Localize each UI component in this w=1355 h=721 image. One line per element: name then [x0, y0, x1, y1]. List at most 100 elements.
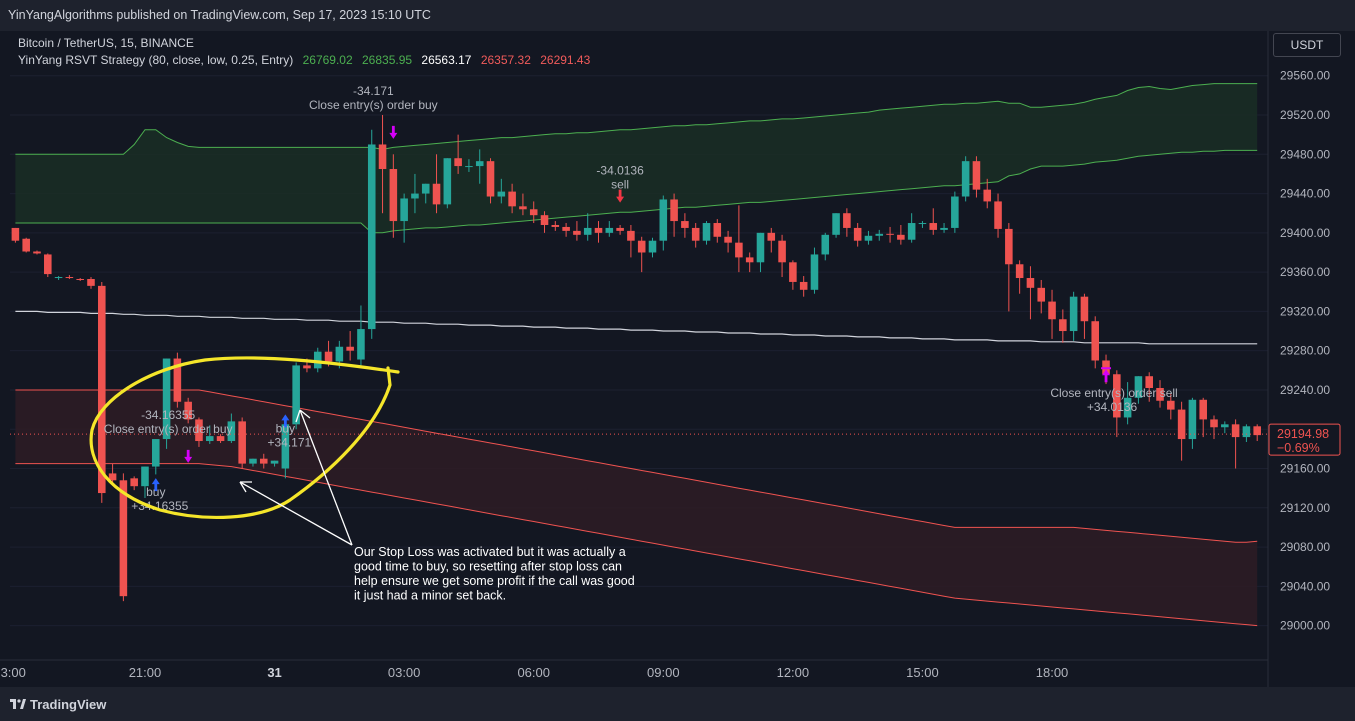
trade-label: Close entry(s) order sell [1050, 386, 1177, 400]
candle-body [907, 223, 916, 240]
indicator-value-1: 26769.02 [302, 53, 353, 67]
candle-body [151, 439, 160, 467]
y-tick-label: 29080.00 [1280, 540, 1330, 554]
trade-label: Close entry(s) order buy [309, 98, 438, 112]
candle-body [1145, 376, 1153, 388]
publish-info: YinYangAlgorithms published on TradingVi… [8, 8, 431, 22]
publish-bar [0, 0, 1355, 31]
y-tick-label: 29280.00 [1280, 344, 1330, 358]
candle-body [238, 421, 246, 464]
candle-body [648, 240, 657, 253]
candle-body [1188, 399, 1197, 440]
candle-body [1113, 374, 1121, 418]
y-tick-label: 29520.00 [1280, 108, 1330, 122]
x-tick-label: 06:00 [517, 665, 550, 680]
candle-body [583, 227, 592, 235]
candle-body [735, 242, 743, 258]
candle-body [465, 166, 473, 168]
candle-body [98, 285, 106, 494]
y-tick-label: 29040.00 [1280, 579, 1330, 593]
candle-body [1037, 287, 1046, 302]
candle-body [767, 232, 776, 241]
trade-label: buy [146, 485, 165, 499]
lower-band-fill [15, 390, 1258, 626]
candle-body [1167, 400, 1175, 410]
candle-body [972, 161, 981, 190]
candle-body [983, 189, 992, 202]
candle-body [87, 278, 95, 286]
x-tick-label: 21:00 [129, 665, 162, 680]
candle-body [605, 227, 614, 233]
candle-body [832, 213, 840, 235]
close-arrow-bar [1101, 367, 1112, 370]
annotation: Our Stop Loss was activated but it was a… [89, 356, 635, 603]
indicator-legend[interactable]: YinYang RSVT Strategy (80, close, low, 0… [18, 53, 596, 67]
candle-body [65, 277, 74, 279]
candle-body [799, 281, 808, 290]
current-change-label: −0.69% [1277, 441, 1320, 455]
candle-body [335, 346, 344, 362]
candle-body [54, 277, 63, 279]
y-tick-label: 29000.00 [1280, 619, 1330, 633]
axes: 29560.00 29520.00 29480.00 29440.00 29400.00… [0, 31, 1341, 687]
candle-body [616, 227, 624, 231]
candle-body [486, 161, 495, 197]
buy-arrow-icon [151, 478, 160, 492]
candle-body [400, 198, 408, 222]
candle-body [951, 196, 959, 228]
candle-body [259, 458, 268, 464]
annotation-text-line: it just had a minor set back. [354, 589, 506, 603]
lower-band-top-line [15, 389, 1258, 543]
indicator-value-2: 26835.95 [362, 53, 413, 67]
candle-body [702, 223, 711, 241]
y-tick-label: 29160.00 [1280, 462, 1330, 476]
candle-body [389, 169, 398, 222]
annotation-loop [89, 356, 400, 520]
currency-button[interactable]: USDT [1273, 33, 1341, 57]
annotation-arrow-line [299, 409, 353, 546]
candle-body [130, 478, 138, 487]
candle-body [432, 183, 441, 205]
candle-body [1210, 419, 1218, 428]
candle-body [303, 365, 311, 369]
candle-body [1059, 319, 1067, 332]
indicator-name: YinYang RSVT Strategy (80, close, low, 0… [18, 53, 294, 67]
lower-band-bottom-line [15, 463, 1258, 627]
candle-body [745, 257, 754, 263]
candle-body [313, 351, 322, 369]
trade-value: +34.0136 [1087, 400, 1138, 414]
indicator-value-3: 26563.17 [421, 53, 472, 67]
candle-body [594, 227, 603, 233]
annotation-arrow-head [295, 409, 311, 423]
candle-body [162, 358, 171, 440]
y-tick-label: 29120.00 [1280, 501, 1330, 515]
sell-arrow-icon [616, 189, 625, 203]
annotation-text-line: Our Stop Loss was activated but it was a… [354, 545, 626, 559]
candle-body [551, 224, 560, 227]
candle-body [454, 158, 462, 167]
candle-body [421, 183, 430, 194]
candle-body [497, 191, 506, 197]
candle-body [918, 223, 927, 225]
annotation-text-line: help ensure we get some profit if the ca… [354, 574, 635, 588]
candle-body [1080, 296, 1089, 322]
trade-value: -34.171 [353, 84, 394, 98]
candle-body [184, 401, 192, 420]
buy-arrow-icon [281, 414, 290, 428]
candle-body [173, 358, 182, 402]
candle-body [843, 213, 851, 228]
tradingview-logo[interactable]: TradingView [10, 697, 106, 712]
candle-body [1231, 424, 1240, 438]
upper-band-fill [15, 83, 1258, 233]
midline [15, 310, 1258, 345]
candle-body [724, 236, 732, 243]
candle-body [205, 436, 214, 442]
close-arrow-icon [389, 125, 398, 139]
y-tick-label: 29560.00 [1280, 69, 1330, 83]
trade-label: sell [611, 178, 629, 192]
candle-body [227, 421, 236, 442]
symbol-title[interactable]: Bitcoin / TetherUS, 15, BINANCE [18, 36, 194, 50]
trade-value: -34.0136 [596, 164, 644, 178]
candle-body [1156, 387, 1164, 401]
